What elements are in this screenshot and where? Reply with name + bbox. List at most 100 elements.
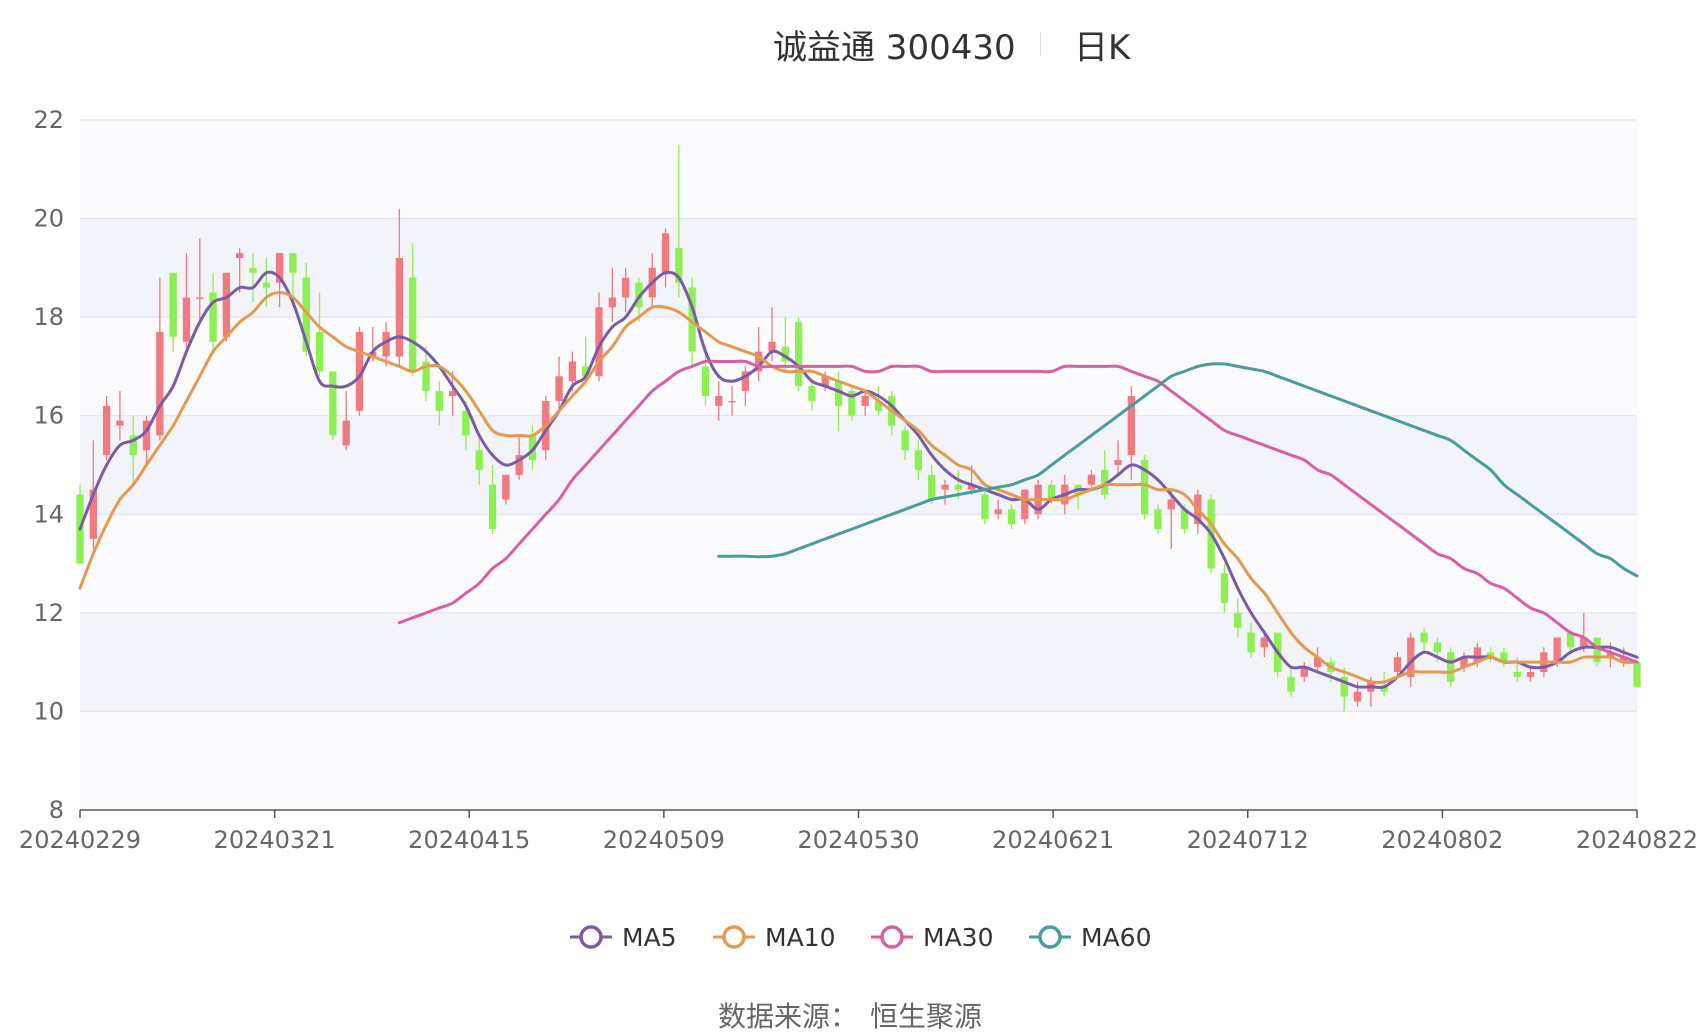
- grid-band: [80, 317, 1637, 416]
- legend-item-ma10[interactable]: MA10: [713, 923, 835, 952]
- candle-body: [329, 371, 337, 436]
- candle-body: [941, 484, 949, 490]
- grid-band: [80, 415, 1637, 515]
- grid: [80, 119, 1637, 810]
- legend[interactable]: MA5 MA10 MA30 MA60: [570, 923, 1151, 952]
- chart-title-bar: 诚益通 300430 日K: [0, 10, 1700, 68]
- candle-body: [1007, 509, 1016, 525]
- candle-body: [635, 282, 643, 308]
- candle-body: [1553, 637, 1561, 663]
- legend-item-ma30[interactable]: MA30: [871, 923, 993, 952]
- candle-body: [1021, 489, 1029, 520]
- candle-body: [1127, 396, 1135, 456]
- candle-body: [1101, 469, 1109, 495]
- candle-body: [435, 391, 443, 411]
- candle-body: [1340, 676, 1348, 697]
- candle-body: [1287, 676, 1295, 692]
- plot-area: 8 10 12 14 16 18 20 22 20240229 20240321 20240415…: [19, 106, 1698, 952]
- data-source-label: 数据来源：: [717, 1000, 858, 1033]
- candle-body: [768, 341, 776, 352]
- y-tick-label: 8: [49, 796, 64, 824]
- x-tick-label: 20240415: [408, 826, 530, 854]
- candle-body: [129, 435, 137, 456]
- candle-body: [1180, 509, 1189, 530]
- candle-body: [236, 253, 244, 258]
- candle-body: [116, 420, 124, 426]
- candle-body: [848, 391, 856, 416]
- candle-body: [422, 361, 430, 392]
- candle-body: [994, 509, 1002, 515]
- candle-body: [1526, 672, 1535, 677]
- candle-body: [1593, 637, 1601, 663]
- candle-body: [1220, 573, 1229, 603]
- y-tick-label: 14: [33, 500, 64, 528]
- candle-body: [1486, 652, 1495, 658]
- legend-item-ma60[interactable]: MA60: [1029, 923, 1151, 952]
- legend-item-ma5[interactable]: MA5: [570, 923, 677, 952]
- chart-period: 日K: [1074, 28, 1131, 68]
- candle-body: [262, 282, 270, 288]
- candle-body: [515, 455, 523, 475]
- candle-body: [1606, 652, 1615, 658]
- candle-body: [1513, 672, 1521, 677]
- candle-body: [1114, 460, 1122, 465]
- legend-marker-icon: [1038, 925, 1062, 949]
- candle-body: [462, 410, 470, 436]
- x-tick-label: 20240229: [19, 826, 141, 854]
- grid-band: [80, 514, 1637, 613]
- candle-body: [755, 351, 763, 372]
- candle-body: [741, 371, 750, 392]
- y-tick-label: 22: [33, 106, 64, 134]
- candle-body: [1633, 662, 1641, 687]
- candle-body: [1380, 686, 1388, 692]
- candle-body: [701, 366, 710, 396]
- candle-body: [475, 450, 483, 470]
- candle-body: [821, 376, 829, 387]
- y-tick-label: 18: [33, 303, 64, 331]
- candle-body: [488, 484, 497, 530]
- candle-body: [901, 430, 909, 451]
- candle-body: [275, 253, 284, 283]
- x-tick-label: 20240802: [1381, 826, 1503, 854]
- title-divider: [1040, 32, 1041, 56]
- x-tick-label: 20240321: [214, 826, 336, 854]
- candle-body: [89, 489, 97, 539]
- candle-body: [1247, 632, 1255, 653]
- x-axis: 20240229 20240321 20240415 20240509 20240530…: [19, 809, 1698, 854]
- chart-title: 诚益通 300430: [773, 28, 1016, 68]
- grid-band: [80, 711, 1637, 810]
- x-tick-label: 20240530: [797, 826, 919, 854]
- x-tick-label: 20240712: [1187, 826, 1309, 854]
- legend-marker-icon: [579, 925, 603, 949]
- ma-line-ma60: [717, 362, 1639, 578]
- candle-body: [874, 400, 883, 411]
- candle-body: [728, 400, 736, 403]
- candle-body: [1154, 509, 1162, 530]
- candle-body: [209, 292, 217, 342]
- candle-body: [1433, 642, 1442, 653]
- candle-body: [1620, 657, 1628, 663]
- candle-body: [981, 494, 989, 520]
- candle-body: [395, 258, 404, 357]
- y-tick-label: 16: [33, 402, 64, 430]
- candle-body: [289, 253, 297, 273]
- candle-body: [382, 331, 390, 357]
- candle-body: [169, 272, 177, 337]
- candle-body: [568, 361, 577, 382]
- candle-body: [1047, 484, 1056, 500]
- candle-body: [1234, 612, 1242, 628]
- data-source: 数据来源： 恒生聚源: [0, 995, 1700, 1035]
- candle-body: [182, 297, 191, 342]
- legend-label: MA5: [622, 923, 677, 952]
- candle-body: [582, 366, 590, 377]
- candle-body: [1260, 637, 1269, 648]
- candle-body: [249, 267, 257, 273]
- candle-body: [1420, 632, 1428, 643]
- candle-body: [102, 405, 111, 456]
- candle-body: [1313, 657, 1322, 668]
- ma-lines: [78, 270, 1639, 690]
- candle-body: [1140, 460, 1149, 515]
- legend-label: MA10: [765, 923, 835, 952]
- candle-body: [834, 381, 843, 406]
